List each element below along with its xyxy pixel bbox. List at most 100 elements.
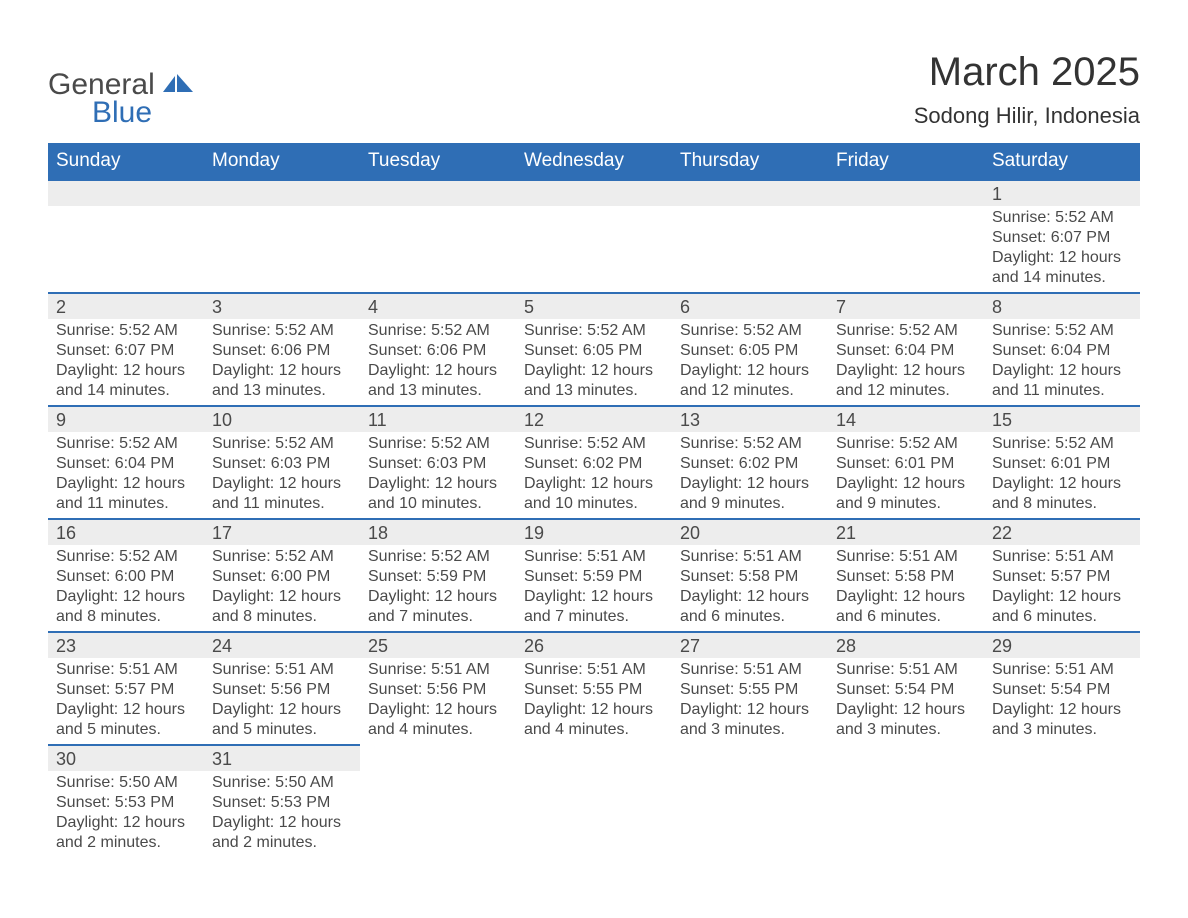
calendar-cell: 11Sunrise: 5:52 AMSunset: 6:03 PMDayligh… (360, 406, 516, 519)
sunrise-text: Sunrise: 5:52 AM (680, 434, 820, 454)
calendar-cell: 17Sunrise: 5:52 AMSunset: 6:00 PMDayligh… (204, 519, 360, 632)
calendar-cell: 9Sunrise: 5:52 AMSunset: 6:04 PMDaylight… (48, 406, 204, 519)
sunset-text: Sunset: 5:54 PM (836, 680, 976, 700)
sunset-text: Sunset: 6:00 PM (212, 567, 352, 587)
sunset-text: Sunset: 6:03 PM (212, 454, 352, 474)
day-data: Sunrise: 5:52 AMSunset: 6:03 PMDaylight:… (360, 432, 516, 518)
daylight-text: Daylight: 12 hours and 12 minutes. (836, 361, 976, 401)
day-data: Sunrise: 5:52 AMSunset: 6:04 PMDaylight:… (48, 432, 204, 518)
day-data: Sunrise: 5:52 AMSunset: 6:02 PMDaylight:… (516, 432, 672, 518)
sunset-text: Sunset: 5:58 PM (680, 567, 820, 587)
sunset-text: Sunset: 5:56 PM (212, 680, 352, 700)
daylight-text: Daylight: 12 hours and 8 minutes. (212, 587, 352, 627)
day-data: Sunrise: 5:51 AMSunset: 5:59 PMDaylight:… (516, 545, 672, 631)
sunset-text: Sunset: 6:06 PM (368, 341, 508, 361)
sunset-text: Sunset: 5:57 PM (992, 567, 1132, 587)
day-data (360, 206, 516, 212)
day-number: 4 (360, 294, 516, 319)
day-number (204, 181, 360, 206)
day-number: 3 (204, 294, 360, 319)
sunrise-text: Sunrise: 5:51 AM (836, 660, 976, 680)
day-data: Sunrise: 5:51 AMSunset: 5:56 PMDaylight:… (204, 658, 360, 744)
day-number: 2 (48, 294, 204, 319)
day-data: Sunrise: 5:52 AMSunset: 6:01 PMDaylight:… (984, 432, 1140, 518)
calendar-cell: 22Sunrise: 5:51 AMSunset: 5:57 PMDayligh… (984, 519, 1140, 632)
sunrise-text: Sunrise: 5:51 AM (524, 660, 664, 680)
day-number (360, 745, 516, 770)
calendar-cell (48, 180, 204, 293)
month-title: March 2025 (914, 50, 1140, 95)
location-label: Sodong Hilir, Indonesia (914, 103, 1140, 129)
calendar-cell: 7Sunrise: 5:52 AMSunset: 6:04 PMDaylight… (828, 293, 984, 406)
calendar-cell: 30Sunrise: 5:50 AMSunset: 5:53 PMDayligh… (48, 745, 204, 857)
brand-flag-icon (163, 74, 193, 94)
sunrise-text: Sunrise: 5:52 AM (368, 547, 508, 567)
sunrise-text: Sunrise: 5:51 AM (680, 547, 820, 567)
day-data: Sunrise: 5:52 AMSunset: 6:05 PMDaylight:… (672, 319, 828, 405)
sunrise-text: Sunrise: 5:52 AM (524, 321, 664, 341)
day-number: 17 (204, 520, 360, 545)
day-data: Sunrise: 5:52 AMSunset: 6:04 PMDaylight:… (828, 319, 984, 405)
daylight-text: Daylight: 12 hours and 3 minutes. (680, 700, 820, 740)
daylight-text: Daylight: 12 hours and 14 minutes. (992, 248, 1132, 288)
day-number: 21 (828, 520, 984, 545)
day-number (828, 745, 984, 770)
daylight-text: Daylight: 12 hours and 8 minutes. (992, 474, 1132, 514)
day-number: 9 (48, 407, 204, 432)
calendar-cell: 31Sunrise: 5:50 AMSunset: 5:53 PMDayligh… (204, 745, 360, 857)
daylight-text: Daylight: 12 hours and 6 minutes. (680, 587, 820, 627)
daylight-text: Daylight: 12 hours and 6 minutes. (992, 587, 1132, 627)
daylight-text: Daylight: 12 hours and 4 minutes. (524, 700, 664, 740)
day-number: 13 (672, 407, 828, 432)
day-number: 24 (204, 633, 360, 658)
day-number: 25 (360, 633, 516, 658)
daylight-text: Daylight: 12 hours and 10 minutes. (368, 474, 508, 514)
day-data (672, 770, 828, 776)
sunset-text: Sunset: 6:01 PM (836, 454, 976, 474)
calendar-cell (828, 745, 984, 857)
sunset-text: Sunset: 6:00 PM (56, 567, 196, 587)
sunset-text: Sunset: 6:05 PM (680, 341, 820, 361)
day-data: Sunrise: 5:51 AMSunset: 5:55 PMDaylight:… (516, 658, 672, 744)
sunrise-text: Sunrise: 5:52 AM (212, 547, 352, 567)
day-number: 7 (828, 294, 984, 319)
sunrise-text: Sunrise: 5:51 AM (836, 547, 976, 567)
sunset-text: Sunset: 6:02 PM (524, 454, 664, 474)
daylight-text: Daylight: 12 hours and 5 minutes. (212, 700, 352, 740)
calendar-cell (360, 745, 516, 857)
day-number: 5 (516, 294, 672, 319)
weekday-header-row: Sunday Monday Tuesday Wednesday Thursday… (48, 143, 1140, 180)
calendar-cell: 15Sunrise: 5:52 AMSunset: 6:01 PMDayligh… (984, 406, 1140, 519)
calendar-cell: 13Sunrise: 5:52 AMSunset: 6:02 PMDayligh… (672, 406, 828, 519)
day-number (516, 181, 672, 206)
daylight-text: Daylight: 12 hours and 7 minutes. (524, 587, 664, 627)
day-number: 26 (516, 633, 672, 658)
day-data (204, 206, 360, 212)
sunrise-text: Sunrise: 5:51 AM (368, 660, 508, 680)
day-number: 20 (672, 520, 828, 545)
day-number (672, 745, 828, 770)
sunrise-text: Sunrise: 5:52 AM (836, 321, 976, 341)
calendar-cell (828, 180, 984, 293)
sunset-text: Sunset: 5:57 PM (56, 680, 196, 700)
weekday-header: Monday (204, 143, 360, 180)
sunset-text: Sunset: 6:01 PM (992, 454, 1132, 474)
daylight-text: Daylight: 12 hours and 3 minutes. (836, 700, 976, 740)
daylight-text: Daylight: 12 hours and 13 minutes. (212, 361, 352, 401)
day-data: Sunrise: 5:52 AMSunset: 6:00 PMDaylight:… (204, 545, 360, 631)
calendar-cell: 12Sunrise: 5:52 AMSunset: 6:02 PMDayligh… (516, 406, 672, 519)
daylight-text: Daylight: 12 hours and 7 minutes. (368, 587, 508, 627)
sunrise-text: Sunrise: 5:51 AM (212, 660, 352, 680)
day-number: 14 (828, 407, 984, 432)
sunrise-text: Sunrise: 5:52 AM (992, 434, 1132, 454)
day-data (48, 206, 204, 212)
calendar-cell: 20Sunrise: 5:51 AMSunset: 5:58 PMDayligh… (672, 519, 828, 632)
calendar-cell: 24Sunrise: 5:51 AMSunset: 5:56 PMDayligh… (204, 632, 360, 745)
day-number: 16 (48, 520, 204, 545)
sunset-text: Sunset: 6:05 PM (524, 341, 664, 361)
calendar-cell (672, 745, 828, 857)
sunrise-text: Sunrise: 5:52 AM (212, 321, 352, 341)
sunrise-text: Sunrise: 5:50 AM (212, 773, 352, 793)
day-number: 28 (828, 633, 984, 658)
weekday-header: Friday (828, 143, 984, 180)
